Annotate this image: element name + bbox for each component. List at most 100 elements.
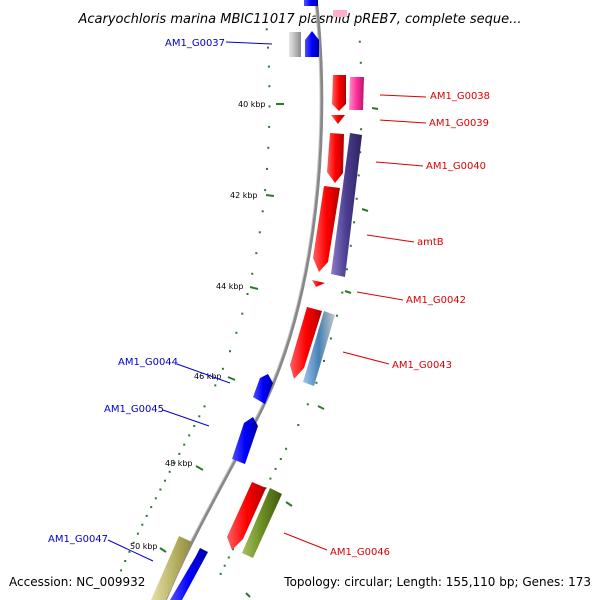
- major-tick: [344, 290, 352, 294]
- gene-label-AM1_G0046: AM1_G0046: [330, 547, 390, 558]
- minor-tick-dot: [268, 85, 271, 88]
- map-title: Acaryochloris marina MBIC11017 plasmid p…: [78, 12, 522, 27]
- minor-tick-dot: [353, 221, 356, 224]
- gene-label-AM1_G0044: AM1_G0044: [118, 357, 178, 368]
- major-tick: [317, 405, 325, 410]
- minor-tick-dot: [164, 479, 166, 482]
- minor-tick-dot: [323, 359, 325, 362]
- major-tick: [227, 376, 236, 381]
- minor-tick-dot: [173, 461, 176, 464]
- gene-AM1_G0046-region: [242, 488, 282, 558]
- gene-amtB-region: [331, 133, 362, 277]
- leader-AM1_G0042: [356, 291, 404, 301]
- minor-tick-dot: [315, 381, 318, 384]
- minor-tick-dot: [266, 167, 268, 170]
- minor-tick-dot: [219, 572, 222, 575]
- leader-AM1_G0046: [283, 532, 328, 551]
- minor-tick-dot: [232, 548, 234, 551]
- feature-top-pink: [333, 10, 347, 17]
- minor-tick-dot: [246, 293, 249, 295]
- major-tick: [245, 592, 251, 598]
- major-tick: [159, 547, 167, 553]
- gene-AM1_G0042: [312, 280, 325, 287]
- minor-tick-dot: [227, 556, 230, 559]
- leader-AM1_G0043: [342, 351, 390, 365]
- leader-amtB: [366, 234, 415, 243]
- minor-tick-dot: [269, 477, 272, 480]
- gene-AM1_G0043: [290, 307, 322, 379]
- major-tick: [249, 286, 259, 290]
- gene-AM1_G0040: [327, 133, 344, 183]
- minor-tick-dot: [229, 350, 231, 353]
- gene-AM1_G0046: [227, 482, 266, 550]
- minor-tick-dot: [267, 65, 270, 68]
- minor-tick-dot: [261, 210, 264, 213]
- major-tick: [195, 465, 204, 471]
- minor-tick-dot: [136, 532, 139, 535]
- gene-label-AM1_G0040: AM1_G0040: [426, 161, 486, 172]
- leader-AM1_G0038: [379, 94, 427, 98]
- leader-AM1_G0037: [225, 41, 273, 45]
- major-tick: [265, 194, 275, 197]
- minor-tick-dot: [145, 514, 148, 517]
- minor-tick-dot: [355, 197, 358, 200]
- minor-tick-dot: [223, 564, 226, 567]
- minor-tick-dot: [329, 337, 332, 340]
- genome-summary: Topology: circular; Length: 155,110 bp; …: [283, 575, 591, 589]
- feature-top-blue: [304, 0, 318, 6]
- minor-tick-dot: [357, 174, 360, 177]
- minor-tick-dot: [274, 467, 277, 470]
- minor-tick-dot: [193, 425, 196, 427]
- gene-label-AM1_G0042: AM1_G0042: [406, 295, 466, 306]
- minor-tick-dot: [264, 189, 267, 192]
- major-tick: [285, 501, 293, 507]
- minor-tick-dot: [360, 128, 363, 131]
- gene-label-AM1_G0045: AM1_G0045: [104, 404, 164, 415]
- gene-label-AM1_G0038: AM1_G0038: [430, 91, 490, 102]
- minor-tick-dot: [268, 125, 271, 128]
- minor-tick-dot: [359, 61, 362, 64]
- gene-label-amtB: amtB: [417, 237, 444, 248]
- tick-label: 40 kbp: [238, 100, 266, 109]
- minor-tick-dot: [267, 146, 270, 149]
- minor-tick-dot: [154, 497, 157, 500]
- minor-tick-dot: [120, 569, 123, 572]
- tick-label: 50 kbp: [130, 542, 158, 551]
- minor-tick-dot: [268, 105, 271, 108]
- gene-AM1_G0037: [305, 31, 319, 57]
- minor-tick-dot: [203, 405, 206, 408]
- minor-tick-dot: [279, 458, 282, 460]
- gene-label-AM1_G0047: AM1_G0047: [48, 534, 108, 545]
- minor-tick-dot: [358, 40, 361, 43]
- major-tick: [361, 208, 369, 212]
- minor-tick-dot: [150, 506, 153, 509]
- gene-AM1_G0037-misc: [289, 32, 301, 57]
- minor-tick-dot: [214, 384, 217, 387]
- minor-tick-dot: [251, 272, 254, 275]
- leader-AM1_G0045: [162, 409, 210, 427]
- gene-AM1_G0038-misc: [349, 77, 364, 110]
- minor-tick-dot: [141, 523, 144, 526]
- tick-label: 44 kbp: [216, 282, 244, 291]
- minor-tick-dot: [132, 541, 135, 544]
- minor-tick-dot: [306, 403, 309, 406]
- gene-AM1_G0045: [232, 417, 258, 464]
- backbone-circle: [163, 0, 324, 600]
- leader-AM1_G0044: [176, 363, 231, 384]
- minor-tick-dot: [267, 46, 269, 49]
- minor-tick-dot: [178, 452, 181, 455]
- gene-AM1_G0044: [253, 374, 273, 404]
- tick-label: 48 kbp: [165, 459, 193, 468]
- tick-label: 46 kbp: [194, 372, 222, 381]
- tick-label: 42 kbp: [230, 191, 258, 200]
- gene-AM1_G0039: [331, 115, 345, 124]
- minor-tick-dot: [359, 151, 362, 154]
- major-tick: [371, 107, 379, 110]
- gene-AM1_G0047-region: [151, 536, 192, 600]
- gene-label-AM1_G0037: AM1_G0037: [165, 38, 225, 49]
- minor-tick-dot: [336, 314, 338, 317]
- tick-dots: [120, 28, 363, 575]
- gene-label-AM1_G0043: AM1_G0043: [392, 360, 452, 371]
- gene-label-AM1_G0039: AM1_G0039: [429, 118, 489, 129]
